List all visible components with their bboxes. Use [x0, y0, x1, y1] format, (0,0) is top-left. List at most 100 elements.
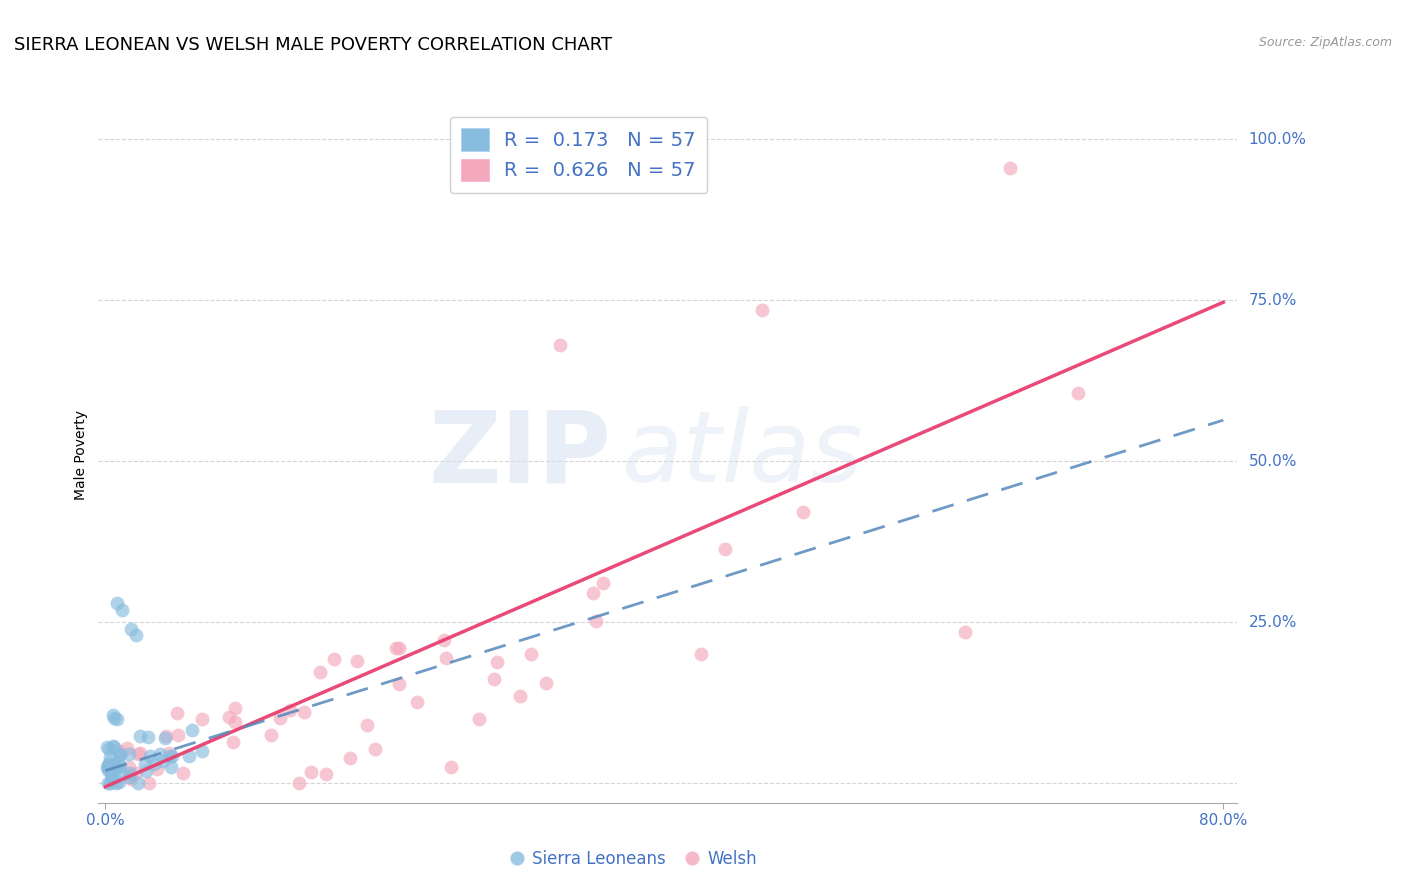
Welsh — [520, 648, 543, 662]
Welsh — [385, 640, 408, 655]
Welsh — [468, 712, 491, 726]
Sierra Leoneans — [120, 622, 142, 636]
Sierra Leoneans — [125, 628, 148, 642]
Welsh — [440, 760, 463, 774]
Sierra Leoneans — [159, 748, 181, 763]
Sierra Leoneans — [110, 764, 132, 778]
Welsh — [315, 767, 337, 781]
Sierra Leoneans — [149, 747, 172, 761]
Welsh — [129, 746, 152, 760]
Sierra Leoneans — [100, 750, 122, 764]
Text: Source: ZipAtlas.com: Source: ZipAtlas.com — [1258, 36, 1392, 49]
Sierra Leoneans — [153, 731, 176, 745]
Welsh — [714, 542, 737, 557]
Sierra Leoneans — [101, 708, 124, 723]
Welsh — [108, 744, 131, 758]
Sierra Leoneans — [105, 712, 128, 726]
Sierra Leoneans — [177, 748, 200, 763]
Welsh — [278, 703, 301, 717]
Welsh — [299, 764, 322, 779]
Sierra Leoneans — [138, 749, 160, 764]
Sierra Leoneans — [108, 747, 131, 762]
Welsh — [269, 711, 291, 725]
Sierra Leoneans — [118, 770, 141, 784]
Text: 100.0%: 100.0% — [1249, 132, 1306, 147]
Sierra Leoneans — [105, 761, 128, 775]
Welsh — [292, 706, 315, 720]
Sierra Leoneans — [129, 729, 152, 743]
Sierra Leoneans — [127, 776, 149, 790]
Welsh — [433, 632, 456, 647]
Welsh — [339, 750, 361, 764]
Sierra Leoneans — [103, 739, 125, 753]
Welsh — [346, 654, 368, 668]
Welsh — [953, 625, 976, 640]
Welsh — [218, 710, 240, 724]
Sierra Leoneans — [160, 749, 183, 764]
Sierra Leoneans — [100, 764, 122, 778]
Welsh — [751, 303, 773, 318]
Sierra Leoneans — [98, 761, 121, 775]
Welsh — [166, 706, 188, 721]
Welsh — [138, 776, 160, 790]
Text: 25.0%: 25.0% — [1249, 615, 1296, 630]
Welsh — [288, 776, 311, 790]
Sierra Leoneans — [108, 759, 131, 773]
Sierra Leoneans — [97, 776, 120, 790]
Sierra Leoneans — [100, 772, 122, 786]
Sierra Leoneans — [108, 747, 131, 761]
Sierra Leoneans — [96, 760, 118, 774]
Sierra Leoneans — [101, 771, 124, 785]
Sierra Leoneans — [100, 765, 122, 780]
Sierra Leoneans — [96, 740, 118, 755]
Sierra Leoneans — [159, 760, 181, 774]
Welsh — [155, 729, 177, 743]
Welsh — [689, 647, 711, 661]
Welsh — [509, 689, 531, 703]
Sierra Leoneans — [107, 775, 129, 789]
Welsh — [224, 701, 246, 715]
Welsh — [127, 747, 149, 761]
Sierra Leoneans — [100, 767, 122, 781]
Sierra Leoneans — [97, 764, 120, 778]
Sierra Leoneans — [97, 758, 120, 772]
Text: atlas: atlas — [623, 407, 863, 503]
Sierra Leoneans — [100, 760, 122, 774]
Welsh — [792, 505, 814, 519]
Sierra Leoneans — [103, 711, 125, 725]
Welsh — [166, 727, 188, 741]
Sierra Leoneans — [120, 766, 142, 780]
Sierra Leoneans — [104, 776, 127, 790]
Text: ZIP: ZIP — [427, 407, 612, 503]
Welsh — [998, 161, 1021, 176]
Text: 75.0%: 75.0% — [1249, 293, 1296, 308]
Sierra Leoneans — [105, 596, 128, 610]
Welsh — [387, 641, 409, 656]
Welsh — [482, 673, 505, 687]
Welsh — [548, 338, 571, 352]
Sierra Leoneans — [181, 723, 204, 737]
Sierra Leoneans — [107, 756, 129, 770]
Sierra Leoneans — [191, 744, 214, 758]
Sierra Leoneans — [98, 761, 121, 775]
Welsh — [224, 714, 246, 729]
Sierra Leoneans — [134, 757, 156, 772]
Welsh — [1067, 386, 1090, 401]
Welsh — [120, 772, 142, 786]
Sierra Leoneans — [143, 757, 166, 772]
Welsh — [485, 655, 508, 669]
Welsh — [534, 676, 557, 690]
Welsh — [356, 718, 378, 732]
Sierra Leoneans — [111, 602, 134, 616]
Welsh — [118, 760, 141, 774]
Welsh — [222, 734, 245, 748]
Welsh — [157, 746, 180, 760]
Welsh — [585, 614, 607, 628]
Sierra Leoneans — [100, 764, 122, 779]
Welsh — [387, 677, 409, 691]
Welsh — [124, 766, 146, 780]
Sierra Leoneans — [98, 756, 121, 771]
Sierra Leoneans — [97, 761, 120, 775]
Sierra Leoneans — [98, 776, 121, 790]
Sierra Leoneans — [135, 764, 157, 778]
